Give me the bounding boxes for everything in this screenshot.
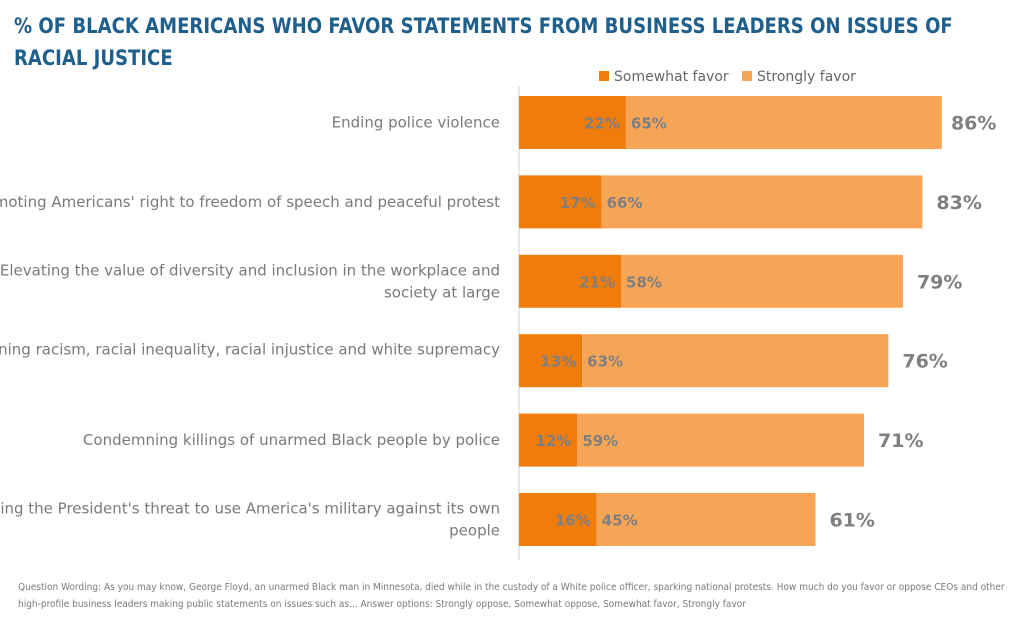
data-label-strongly-favor-4: 63% — [587, 353, 623, 371]
bar-strongly-favor-5 — [577, 413, 865, 467]
data-label-somewhat-favor-1: 22% — [584, 115, 620, 133]
category-label-2: Promoting Americans' right to freedom of… — [0, 193, 500, 211]
chart: Somewhat favor Strongly favor Ending poli… — [0, 69, 996, 560]
data-label-somewhat-favor-4: 13% — [540, 353, 576, 371]
category-label-1: Ending police violence — [332, 114, 500, 132]
bars — [519, 96, 942, 546]
bar-somewhat-favor-4 — [519, 334, 583, 388]
legend: Somewhat favor Strongly favor — [599, 69, 856, 85]
total-label-4: 76% — [902, 351, 947, 373]
bar-strongly-favor-1 — [625, 96, 942, 149]
data-label-somewhat-favor-6: 16% — [555, 512, 591, 530]
legend-label-1: Somewhat favor — [614, 69, 729, 85]
legend-swatch-1 — [599, 71, 609, 81]
bar-somewhat-favor-5 — [519, 413, 578, 467]
category-label-3: Elevating the value of diversity and inc… — [0, 261, 500, 301]
legend-swatch-2 — [742, 71, 752, 81]
data-label-strongly-favor-1: 65% — [631, 115, 667, 133]
bar-somewhat-favor-3 — [519, 254, 622, 308]
bar-strongly-favor-3 — [621, 254, 903, 308]
data-label-somewhat-favor-5: 12% — [535, 432, 571, 450]
category-label-4: Condemning racism, racial inequality, ra… — [0, 341, 500, 359]
legend-label-2: Strongly favor — [757, 69, 856, 85]
chart-title: % OF BLACK AMERICANS WHO FAVOR STATEMENT… — [14, 14, 953, 70]
bar-somewhat-favor-6 — [519, 493, 597, 546]
bar-somewhat-favor-2 — [519, 175, 602, 229]
total-label-6: 61% — [829, 510, 874, 532]
question-wording-footnote: Question Wording: As you may know, Georg… — [18, 582, 1005, 610]
total-label-1: 86% — [951, 113, 996, 135]
category-labels: Ending police violence Promoting American… — [0, 114, 500, 540]
total-label-3: 79% — [917, 271, 962, 293]
data-label-somewhat-favor-3: 21% — [579, 273, 615, 291]
bar-strongly-favor-4 — [582, 334, 889, 388]
bar-strongly-favor-6 — [596, 493, 816, 546]
total-label-5: 71% — [878, 430, 923, 452]
data-label-strongly-favor-6: 45% — [602, 512, 638, 530]
data-labels: 22% 65% 86% 17% 66% 83% 21% 58% 79% 13% 63% 76% 12% 5… — [535, 113, 996, 532]
bar-somewhat-favor-1 — [519, 96, 626, 149]
data-label-strongly-favor-2: 66% — [607, 194, 643, 212]
category-label-5: Condemning killings of unarmed Black peo… — [83, 431, 500, 449]
data-label-strongly-favor-5: 59% — [582, 432, 618, 450]
bar-strongly-favor-2 — [601, 175, 923, 229]
data-label-somewhat-favor-2: 17% — [560, 194, 596, 212]
total-label-2: 83% — [936, 192, 981, 214]
category-label-6: Denouncing the President's threat to use… — [0, 500, 500, 540]
data-label-strongly-favor-3: 58% — [626, 273, 662, 291]
